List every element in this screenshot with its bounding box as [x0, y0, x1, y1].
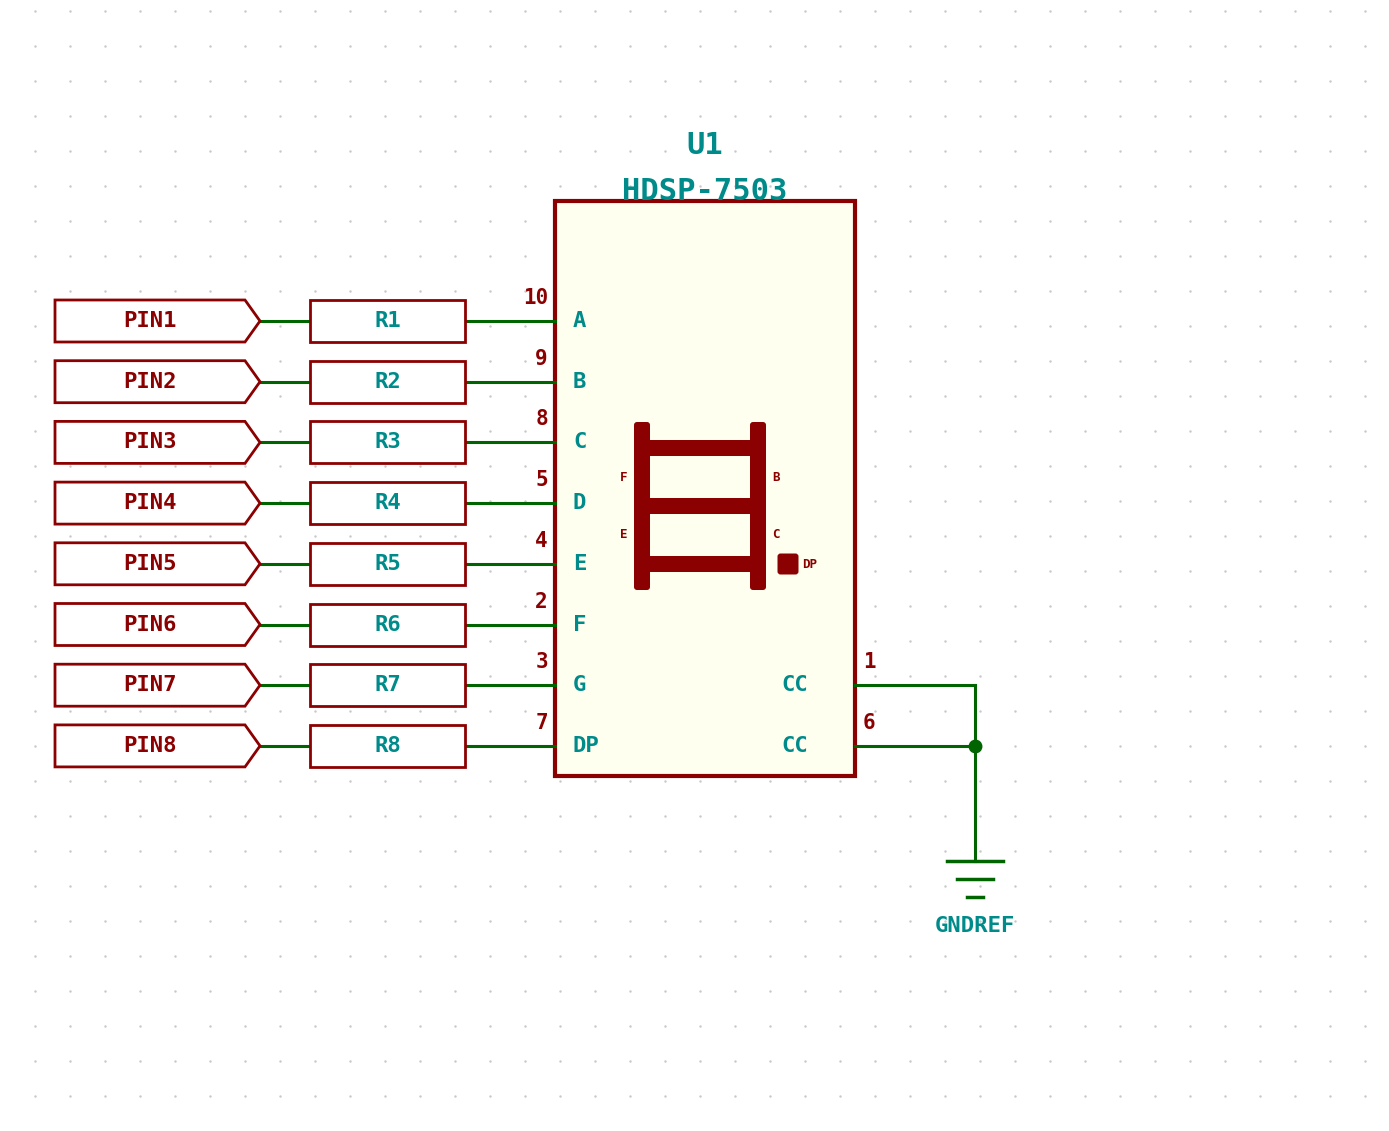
Polygon shape: [56, 543, 260, 585]
Text: R4: R4: [374, 493, 401, 513]
Text: D: D: [696, 558, 704, 570]
FancyBboxPatch shape: [633, 480, 650, 590]
FancyBboxPatch shape: [310, 300, 465, 342]
Text: F: F: [621, 470, 628, 483]
Text: PIN5: PIN5: [124, 554, 176, 573]
FancyBboxPatch shape: [310, 543, 465, 585]
Polygon shape: [56, 361, 260, 403]
FancyBboxPatch shape: [310, 664, 465, 706]
Text: GNDREF: GNDREF: [935, 916, 1015, 936]
Text: CC: CC: [782, 736, 808, 756]
Text: C: C: [772, 528, 779, 542]
Text: PIN3: PIN3: [124, 432, 176, 452]
Polygon shape: [56, 604, 260, 646]
Text: R3: R3: [374, 432, 401, 452]
Text: R8: R8: [374, 736, 401, 756]
Text: 6: 6: [863, 713, 875, 733]
Polygon shape: [56, 482, 260, 524]
Text: PIN4: PIN4: [124, 493, 176, 513]
Text: PIN1: PIN1: [124, 311, 176, 331]
FancyBboxPatch shape: [750, 480, 765, 590]
Text: PIN7: PIN7: [124, 675, 176, 696]
Text: 8: 8: [535, 409, 549, 430]
FancyBboxPatch shape: [750, 422, 765, 532]
Text: CC: CC: [782, 675, 808, 696]
Text: 5: 5: [535, 470, 549, 490]
Polygon shape: [56, 422, 260, 464]
FancyBboxPatch shape: [310, 361, 465, 403]
Polygon shape: [56, 725, 260, 767]
Text: U1: U1: [686, 131, 724, 161]
Text: HDSP-7503: HDSP-7503: [622, 176, 788, 206]
Text: B: B: [574, 372, 586, 391]
Text: D: D: [574, 493, 586, 513]
Text: C: C: [574, 432, 586, 452]
Text: R5: R5: [374, 554, 401, 573]
Text: 2: 2: [535, 592, 549, 612]
Text: PIN6: PIN6: [124, 614, 176, 634]
Text: F: F: [574, 614, 586, 634]
FancyBboxPatch shape: [644, 556, 756, 572]
FancyBboxPatch shape: [310, 482, 465, 524]
Text: DP: DP: [574, 736, 600, 756]
Text: R6: R6: [374, 614, 401, 634]
Text: E: E: [621, 528, 628, 542]
Text: 4: 4: [535, 530, 549, 551]
Polygon shape: [56, 664, 260, 706]
Text: G: G: [574, 675, 586, 696]
Text: 10: 10: [522, 288, 549, 308]
FancyBboxPatch shape: [633, 422, 650, 532]
FancyBboxPatch shape: [778, 553, 799, 575]
Text: 1: 1: [863, 653, 875, 672]
Text: R1: R1: [374, 311, 401, 331]
Text: PIN2: PIN2: [124, 372, 176, 391]
FancyBboxPatch shape: [644, 440, 756, 456]
FancyBboxPatch shape: [556, 201, 856, 776]
Text: E: E: [574, 554, 586, 573]
Text: A: A: [574, 311, 586, 331]
Text: G: G: [696, 500, 704, 512]
FancyBboxPatch shape: [310, 604, 465, 646]
Text: R7: R7: [374, 675, 401, 696]
FancyBboxPatch shape: [310, 422, 465, 464]
Text: 3: 3: [535, 653, 549, 672]
FancyBboxPatch shape: [310, 725, 465, 767]
Text: 7: 7: [535, 713, 549, 733]
Text: B: B: [772, 470, 779, 483]
Text: 9: 9: [535, 348, 549, 369]
FancyBboxPatch shape: [644, 498, 756, 513]
Text: DP: DP: [803, 558, 818, 570]
Text: PIN8: PIN8: [124, 736, 176, 756]
Polygon shape: [56, 300, 260, 342]
Text: R2: R2: [374, 372, 401, 391]
Text: A: A: [696, 441, 704, 455]
